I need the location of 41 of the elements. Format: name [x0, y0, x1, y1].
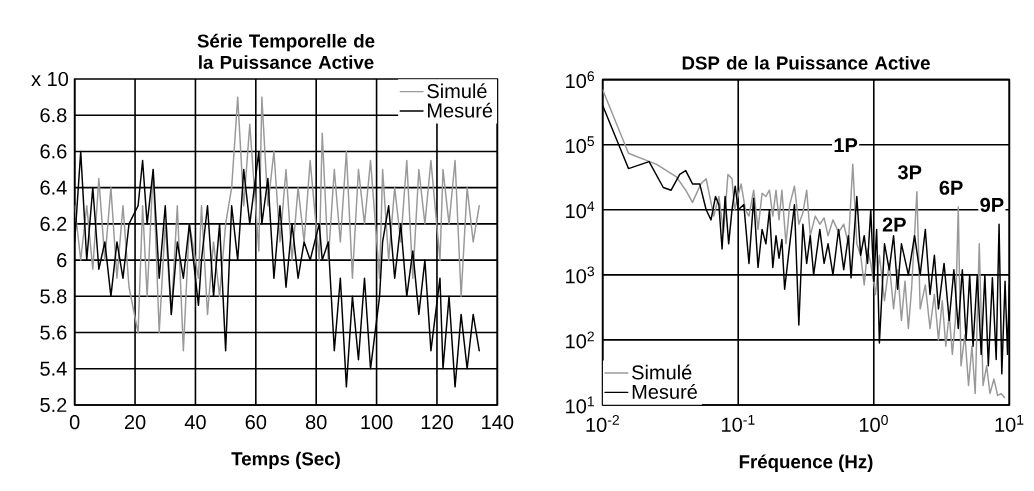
x-tick-label: 20 [124, 415, 146, 430]
annotation: 2P [882, 217, 906, 232]
annotation: 1P [834, 138, 858, 153]
legend-label: Simulé [427, 83, 487, 99]
annotation: 6P [939, 180, 963, 195]
x-axis-title: Fréquence (Hz) [739, 454, 873, 473]
y-tick-label: 5.4 [40, 361, 67, 376]
x-axis-title: Temps (Sec) [231, 451, 340, 470]
x-tick-label: 120 [421, 415, 453, 430]
chart-title: DSP de la Puissance Active [682, 55, 930, 70]
y-tick-label: 6.8 [40, 108, 67, 123]
chart-title: Série Temporelle de la Puissance Active [197, 33, 375, 69]
y-tick-label: 10$^{1}$ [566, 396, 594, 414]
x-tick-label: 10$^{-1}$ [722, 415, 755, 432]
y-tick-label: 5.6 [40, 325, 67, 340]
text: x 10 [31, 71, 69, 87]
x-tick-label: 40 [184, 415, 206, 430]
legend-label: Mesuré [632, 384, 697, 399]
annotation: 9P [980, 197, 1004, 212]
annotation: 3P [897, 165, 922, 180]
legend-label: Mesuré [428, 102, 493, 118]
y-tick-label: 5.2 [40, 397, 67, 413]
y-tick-label: 10$^{5}$ [566, 136, 595, 154]
y-tick-label: 10$^{4}$ [566, 201, 595, 219]
y-tick-label: 6 [57, 253, 67, 268]
legend-label: Simulé [632, 364, 692, 380]
y-tick-label: 10$^{6}$ [566, 71, 595, 89]
y-tick-label: 5.8 [40, 289, 67, 304]
x-tick-label: 100 [361, 415, 393, 430]
x-tick-label: 10$^{-2}$ [586, 415, 619, 432]
x-tick-label: 140 [482, 415, 514, 430]
x-tick-label: 60 [245, 415, 267, 430]
x-tick-label: 10$^{1}$ [995, 415, 1024, 432]
x-tick-label: 80 [305, 415, 327, 430]
x-tick-label: 0 [69, 415, 80, 430]
y-tick-label: 10$^{3}$ [566, 266, 595, 284]
y-tick-label: 6.6 [40, 144, 67, 159]
y-tick-label: 6.4 [40, 180, 67, 195]
y-tick-label: 10$^{2}$ [566, 331, 594, 349]
y-tick-label: 6.2 [40, 216, 67, 231]
x-tick-label: 10$^{0}$ [859, 415, 888, 432]
